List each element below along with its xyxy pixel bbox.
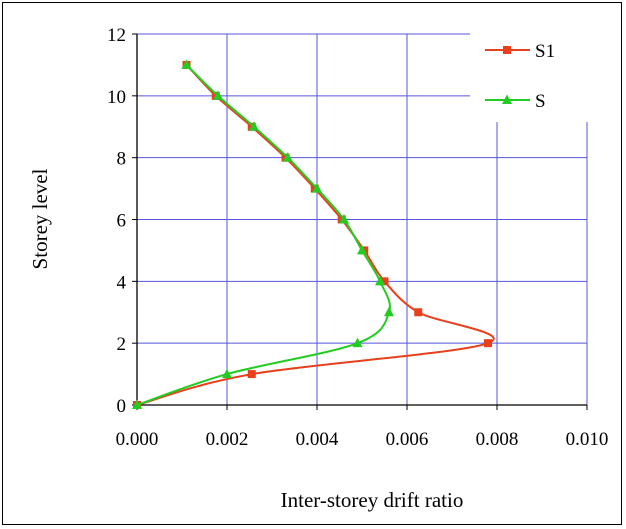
data-point-s [352,337,363,348]
legend-marker [502,94,512,104]
y-tick-label: 6 [117,211,127,232]
data-point-s1 [484,339,492,348]
legend-label: S1 [535,41,555,62]
x-tick-label: 0.002 [206,429,249,450]
y-tick-label: 0 [117,396,127,417]
data-point-s [312,183,322,193]
y-tick-label: 4 [117,272,127,293]
series-s [132,59,394,409]
data-point-s [384,306,394,317]
x-tick-label: 0.008 [476,429,519,450]
data-point-s [213,90,223,100]
y-tick-label: 8 [117,149,127,170]
data-point-s1 [247,370,256,379]
x-tick-label: 0.010 [566,429,609,450]
chart-frame [2,2,622,525]
y-axis-label: Storey level [28,168,52,269]
y-tick-label: 10 [107,87,126,108]
data-point-s [249,121,259,131]
x-tick-label: 0.006 [386,429,429,450]
series-line-s [136,64,391,406]
y-tick-label: 2 [117,334,127,355]
x-tick-label: 0.004 [296,429,339,450]
data-point-s1 [380,277,389,286]
axes [132,33,588,410]
y-tick-label: 12 [107,25,126,46]
legend-label: S [535,91,546,112]
data-point-s [132,399,142,409]
x-tick-label: 0.000 [116,429,159,450]
series-layer [132,59,495,409]
data-point-s [357,244,367,255]
data-point-s [282,152,293,162]
data-point-s [339,214,349,224]
data-point-s [375,275,385,286]
x-axis-label: Inter-storey drift ratio [281,488,464,512]
tick-labels: 0 2 4 6 8 10 12 0.000 0.002 0.004 0.006 0.008 0.010 [107,25,608,450]
data-point-s [181,59,192,69]
data-point-s [222,368,232,379]
legend-item-s1: S1 [485,41,555,62]
legend: S1 S [470,32,600,122]
series-s1 [133,60,495,409]
legend-marker [503,46,511,54]
legend-background [470,32,600,122]
legend-item-s: S [485,91,546,112]
data-point-s1 [414,308,423,317]
